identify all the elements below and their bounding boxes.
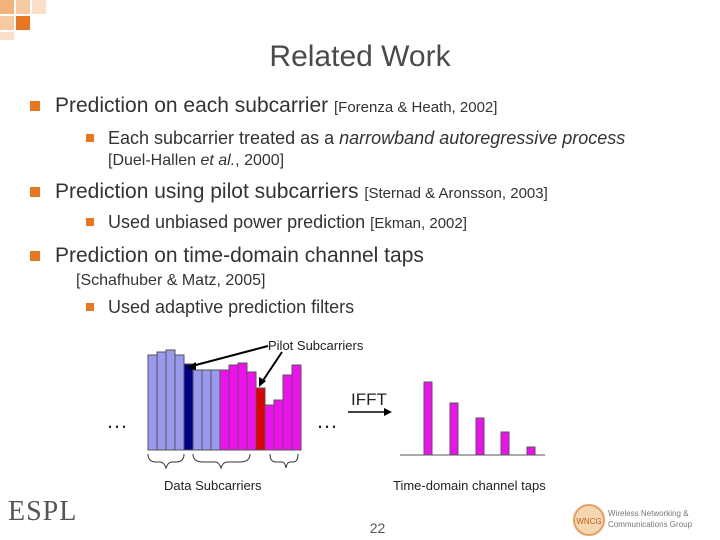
pilot-subcarriers-label: Pilot Subcarriers xyxy=(268,338,364,353)
subcarrier-braces xyxy=(147,453,299,470)
channel-tap-bar xyxy=(500,431,510,456)
bullet-text: Prediction on each subcarrier xyxy=(55,94,334,117)
page-number: 22 xyxy=(369,520,386,536)
ofdm-diagram xyxy=(147,345,545,470)
bullet-time-domain-taps: Prediction on time-domain channel taps xyxy=(55,244,424,268)
bullet-text: Prediction on time-domain channel taps xyxy=(55,244,424,267)
citation-duel-hallen: [Duel-Hallen et al., 2000] xyxy=(108,152,285,169)
wncg-badge-icon: WNCG xyxy=(573,504,605,536)
magenta-subcarrier-bar xyxy=(273,399,284,451)
magenta-subcarrier-bar xyxy=(291,364,302,451)
data-subcarrier-bar xyxy=(210,369,221,451)
subbullet-text: Each subcarrier treated as a xyxy=(108,128,340,148)
bullet-icon xyxy=(86,218,94,226)
magenta-subcarrier-bar xyxy=(219,369,230,451)
subbullet-unbiased-power: Used unbiased power prediction [Ekman, 2… xyxy=(108,212,467,233)
data-subcarrier-bar xyxy=(192,369,203,451)
bullet-icon xyxy=(86,134,94,142)
corner-decoration xyxy=(0,0,60,40)
citation: [Ekman, 2002] xyxy=(370,215,467,232)
pilot-subcarrier-bar xyxy=(255,387,266,451)
ellipsis-left: … xyxy=(106,408,128,433)
data-subcarrier-bar xyxy=(165,349,176,451)
bullet-icon xyxy=(30,251,40,261)
citation-schafhuber: [Schafhuber & Matz, 2005] xyxy=(76,272,266,289)
time-domain-taps xyxy=(400,381,545,456)
subbullet-text: Used unbiased power prediction xyxy=(108,212,371,232)
ifft-label: IFFT xyxy=(351,390,387,409)
channel-tap-bar xyxy=(526,446,536,456)
bullet-text: Prediction using pilot subcarriers xyxy=(55,180,365,203)
subcarrier-bars xyxy=(147,349,302,451)
ellipsis-right: … xyxy=(316,408,338,433)
data-subcarriers-label: Data Subcarriers xyxy=(164,478,262,493)
magenta-subcarrier-bar xyxy=(246,371,257,451)
magenta-subcarrier-bar xyxy=(282,374,293,451)
channel-tap-bar xyxy=(475,417,485,456)
bullet-icon xyxy=(86,303,94,311)
channel-tap-bar xyxy=(423,381,433,456)
citation: [Forenza & Heath, 2002] xyxy=(333,99,498,116)
data-subcarrier-bar xyxy=(156,351,167,451)
magenta-subcarrier-bar xyxy=(228,364,239,451)
data-subcarrier-bar xyxy=(174,354,185,451)
data-subcarrier-bar xyxy=(201,369,212,451)
pilot-arrows xyxy=(186,345,392,416)
citation: [Sternad & Aronsson, 2003] xyxy=(364,185,548,202)
magenta-subcarrier-bar xyxy=(237,362,248,451)
wncg-badge-text: WNCG xyxy=(576,517,601,526)
channel-tap-bar xyxy=(449,402,459,456)
bullet-icon xyxy=(30,101,40,111)
bullet-pilot-subcarriers: Prediction using pilot subcarriers [Ster… xyxy=(55,180,548,204)
pilot-subcarrier-bar xyxy=(183,363,194,451)
subbullet-narrowband: Each subcarrier treated as a narrowband … xyxy=(108,128,625,149)
subbullet-italic-text: narrowband autoregressive process xyxy=(339,128,626,148)
bullet-icon xyxy=(30,187,40,197)
subbullet-adaptive-filters: Used adaptive prediction filters xyxy=(108,297,355,317)
slide-title: Related Work xyxy=(269,40,451,73)
data-subcarrier-bar xyxy=(147,354,158,451)
bullet-prediction-each-subcarrier: Prediction on each subcarrier [Forenza &… xyxy=(55,94,497,118)
espl-logo: ESPL xyxy=(8,496,78,527)
time-domain-taps-label: Time-domain channel taps xyxy=(393,478,546,493)
wncg-logo-text: Wireless Networking & Communications Gro… xyxy=(608,509,693,529)
magenta-subcarrier-bar xyxy=(264,404,275,451)
